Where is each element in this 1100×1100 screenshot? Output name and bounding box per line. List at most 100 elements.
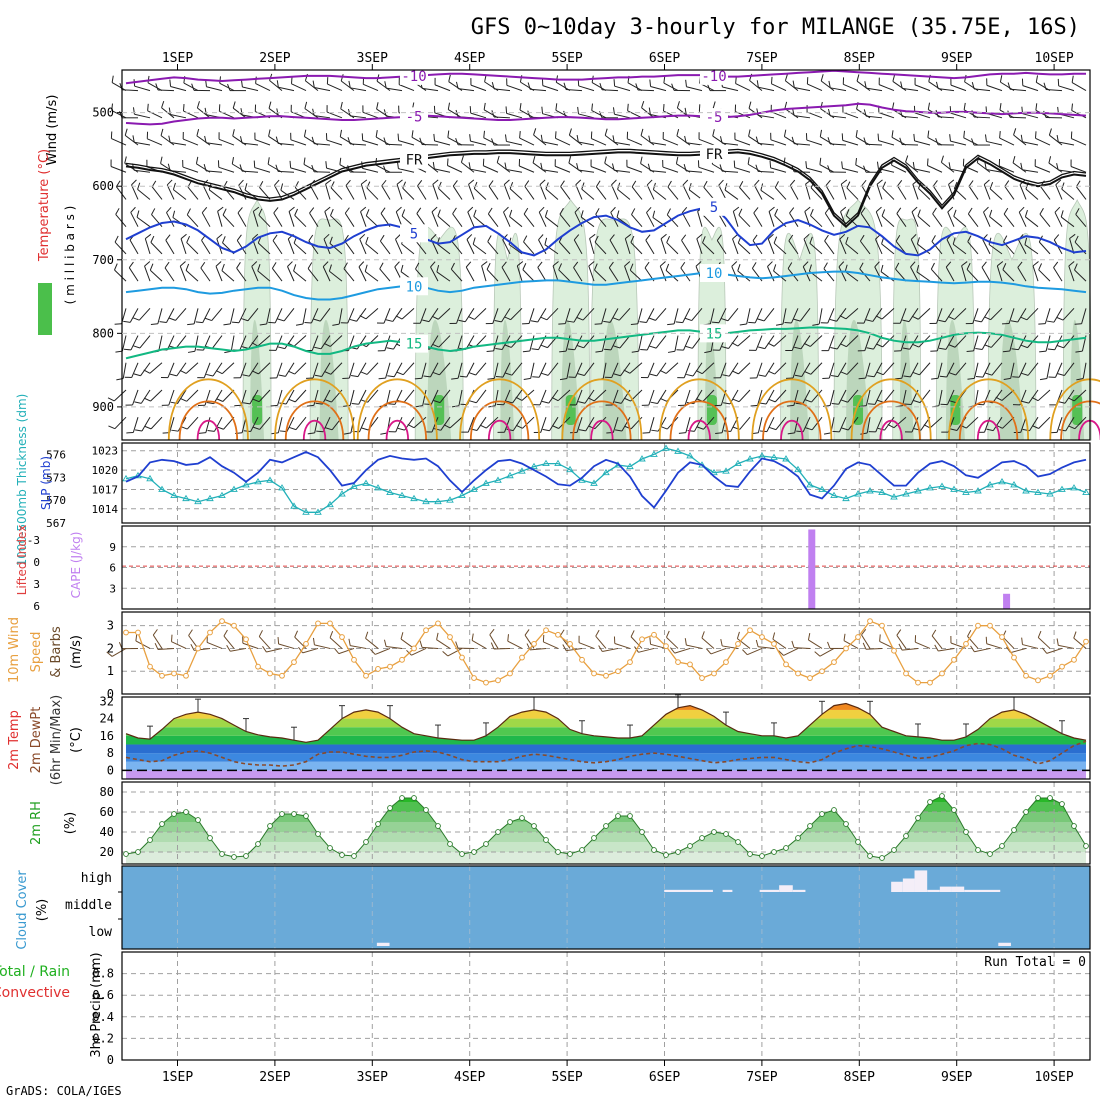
upper-wind-barb: [646, 308, 655, 323]
upper-wind-barb: [768, 206, 775, 212]
upper-wind-barb: [845, 243, 859, 255]
upper-wind-barb: [859, 405, 867, 408]
upper-wind-barb: [396, 184, 403, 200]
thickness-tick-label: 573: [46, 471, 66, 484]
ylabel-10m-wind: 10m Wind: [7, 617, 22, 683]
rh-point: [219, 851, 225, 857]
upper-wind-barb: [824, 207, 830, 214]
wind10m-barb: [302, 647, 319, 654]
upper-wind-barb: [573, 239, 583, 255]
upper-wind-barb: [375, 130, 378, 138]
rh-band: [126, 832, 1086, 842]
upper-wind-barb: [841, 179, 848, 185]
upper-wind-barb: [437, 215, 451, 228]
upper-wind-barb: [806, 167, 823, 173]
upper-wind-barb: [381, 185, 391, 200]
upper-wind-barb: [476, 416, 487, 431]
upper-wind-barb: [899, 308, 907, 324]
upper-wind-barb: [487, 207, 493, 215]
thickness-point: [314, 508, 322, 515]
wind10m-barb: [338, 647, 355, 655]
upper-wind-barb: [984, 417, 991, 433]
upper-wind-barb: [847, 389, 859, 403]
upper-wind-barb: [275, 164, 279, 172]
upper-wind-barb: [531, 348, 539, 351]
upper-wind-barb: [673, 308, 679, 324]
upper-wind-barb: [277, 318, 285, 322]
upper-wind-barb: [902, 115, 919, 119]
upper-wind-barb: [656, 362, 667, 377]
upper-wind-barb: [981, 261, 987, 268]
upper-wind-barb: [1067, 397, 1075, 402]
x-tick-label-top: 8SEP: [844, 51, 875, 66]
upper-wind-barb: [134, 401, 142, 404]
wind10m-barb: [543, 641, 559, 649]
upper-wind-barb: [1055, 179, 1062, 186]
thickness-point: [278, 484, 286, 491]
upper-wind-barb: [305, 80, 319, 91]
upper-wind-barb: [365, 243, 379, 255]
upper-wind-barb: [1018, 362, 1027, 378]
temp-warm-contour: [572, 400, 632, 441]
upper-wind-barb: [419, 137, 423, 145]
wind10m-barb: [507, 634, 510, 642]
upper-wind-barb: [767, 342, 775, 347]
upper-wind-barb: [171, 429, 179, 432]
upper-wind-barb: [974, 320, 982, 323]
upper-wind-barb: [395, 233, 401, 240]
upper-wind-barb: [789, 179, 796, 186]
upper-wind-barb: [1071, 110, 1087, 119]
upper-wind-barb: [754, 185, 763, 200]
upper-wind-barb: [846, 187, 859, 200]
upper-wind-barb: [395, 417, 403, 433]
upper-wind-barb: [830, 346, 838, 350]
upper-wind-barb: [662, 138, 679, 146]
upper-wind-barb: [1071, 138, 1087, 146]
upper-wind-barb: [294, 362, 307, 375]
rh-point: [1011, 827, 1017, 833]
upper-wind-barb: [938, 88, 955, 92]
upper-wind-barb: [307, 262, 313, 269]
upper-wind-barb: [575, 362, 583, 378]
ylabel-temp-units: (°C): [69, 727, 84, 753]
upper-wind-barb: [122, 362, 127, 379]
upper-wind-barb: [186, 242, 199, 255]
upper-wind-barb: [295, 323, 304, 326]
upper-wind-barb: [439, 389, 451, 403]
upper-wind-barb: [566, 362, 571, 379]
upper-wind-barb: [206, 86, 223, 92]
upper-wind-barb: [510, 307, 523, 320]
wind10m-barb: [819, 648, 835, 657]
upper-wind-barb: [991, 362, 1003, 376]
upper-wind-barb: [319, 308, 331, 322]
upper-wind-barb: [198, 432, 206, 434]
upper-wind-barb: [573, 261, 579, 268]
upper-wind-barb: [241, 318, 249, 322]
upper-wind-barb: [114, 241, 127, 255]
cloud-high-bar: [792, 889, 806, 892]
upper-wind-barb: [630, 235, 635, 243]
upper-wind-barb: [512, 416, 523, 431]
upper-wind-barb: [842, 167, 859, 173]
upper-wind-barb: [1068, 425, 1076, 430]
wind10m-barb: [365, 631, 369, 639]
upper-wind-barb: [788, 234, 794, 242]
upper-wind-barb: [468, 184, 475, 200]
upper-wind-barb: [967, 241, 979, 255]
rh-point: [387, 805, 393, 811]
upper-wind-barb: [688, 189, 703, 200]
upper-wind-barb: [1081, 308, 1087, 324]
wind10m-barb: [242, 642, 259, 649]
temp-contour-5: [125, 205, 1087, 257]
upper-wind-barb: [430, 234, 437, 240]
wind-speed-point: [687, 661, 693, 668]
wind10m-barb: [630, 636, 643, 649]
upper-wind-barb: [947, 206, 954, 213]
upper-wind-barb: [802, 261, 809, 267]
upper-wind-barb: [452, 180, 458, 187]
upper-wind-barb: [911, 206, 918, 213]
thickness-point: [854, 490, 862, 497]
wind10m-barb: [862, 642, 867, 650]
upper-wind-barb: [748, 129, 751, 137]
upper-wind-barb: [115, 186, 127, 200]
